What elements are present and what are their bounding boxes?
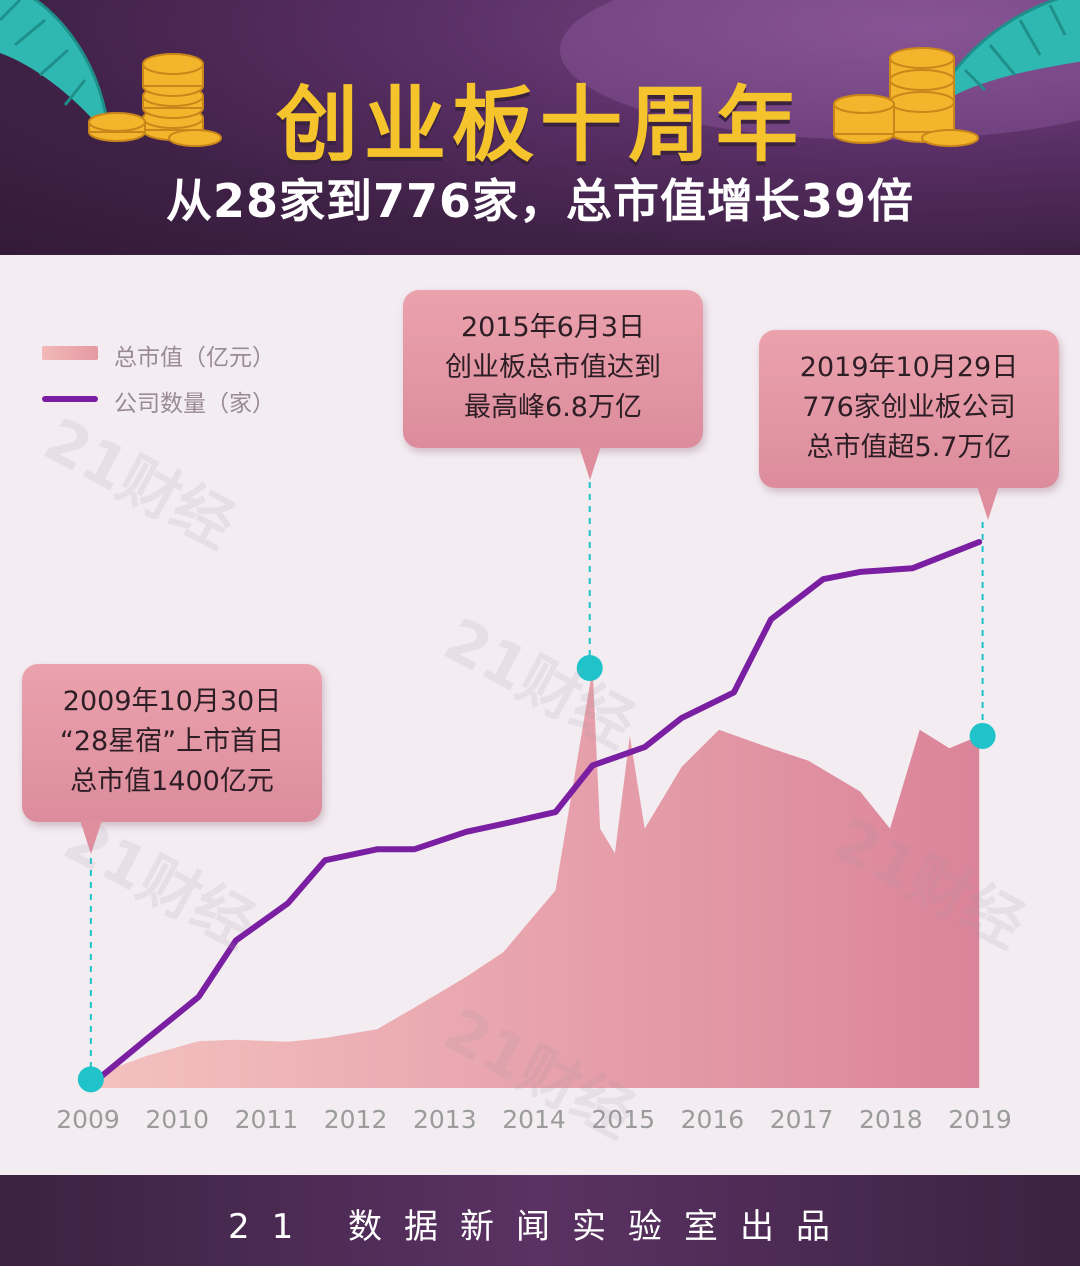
footer-bar: 21 数据新闻实验室出品 xyxy=(0,1175,1080,1266)
market-cap-area xyxy=(87,668,980,1088)
legend-line-swatch xyxy=(42,396,98,402)
coin-stack-right-icon xyxy=(833,47,979,147)
x-tick-label: 2013 xyxy=(413,1105,477,1134)
callout-pointer xyxy=(579,446,601,480)
callout-line: 2019年10月29日 xyxy=(799,352,1019,383)
header-banner: 创业板十周年 从28家到776家，总市值增长39倍 xyxy=(0,0,1080,255)
x-tick-label: 2012 xyxy=(324,1105,388,1134)
x-tick-label: 2018 xyxy=(859,1105,923,1134)
callout-line: 总市值超5.7万亿 xyxy=(806,432,1012,463)
chart-svg: 2009 2010 2011 2012 2013 2014 2015 2016 2017 2018… xyxy=(56,482,1012,1134)
x-tick-label: 2017 xyxy=(770,1105,834,1134)
callout-2015-peak: 2015年6月3日 创业板总市值达到 最高峰6.8万亿 xyxy=(403,290,703,480)
x-tick-label: 2010 xyxy=(145,1105,209,1134)
callout-line: 776家创业板公司 xyxy=(802,392,1016,423)
highlight-marker xyxy=(576,655,603,681)
callout-line: 创业板总市值达到 xyxy=(445,352,661,383)
legend-label-market-cap: 总市值（亿元） xyxy=(114,345,275,371)
footer-credit: 21 数据新闻实验室出品 xyxy=(227,1207,853,1247)
page-subtitle: 从28家到776家，总市值增长39倍 xyxy=(165,174,915,228)
callout-line: 2009年10月30日 xyxy=(62,686,282,717)
callout-2019-current: 2019年10月29日 776家创业板公司 总市值超5.7万亿 xyxy=(759,330,1059,520)
company-count-line xyxy=(84,539,983,1091)
callout-2009-launch: 2009年10月30日 “28星宿”上市首日 总市值1400亿元 xyxy=(22,664,322,854)
highlight-marker xyxy=(969,722,996,749)
legend-area-swatch xyxy=(42,346,98,360)
x-tick-label: 2014 xyxy=(502,1105,566,1134)
page-title: 创业板十周年 xyxy=(275,78,804,173)
legend-item-company-count: 公司数量（家） xyxy=(42,384,342,430)
x-tick-label: 2015 xyxy=(591,1105,655,1134)
callout-line: “28星宿”上市首日 xyxy=(59,726,285,757)
callout-pointer xyxy=(977,486,999,520)
x-tick-label: 2016 xyxy=(681,1105,745,1134)
x-tick-label: 2009 xyxy=(56,1105,120,1134)
chart-legend: 总市值（亿元） 公司数量（家） xyxy=(42,338,342,430)
callout-line: 总市值1400亿元 xyxy=(70,766,274,797)
highlight-marker xyxy=(77,1066,104,1093)
chart-container: 2009 2010 2011 2012 2013 2014 2015 2016 2017 2018… xyxy=(0,255,1080,1175)
x-tick-label: 2011 xyxy=(235,1105,299,1134)
x-tick-label: 2019 xyxy=(948,1105,1012,1134)
callout-line: 最高峰6.8万亿 xyxy=(464,392,642,423)
coin-stack-left-icon xyxy=(88,53,222,147)
callout-pointer xyxy=(80,820,102,854)
callout-line: 2015年6月3日 xyxy=(460,312,646,343)
palm-leaf-left-icon xyxy=(0,0,112,141)
legend-label-company-count: 公司数量（家） xyxy=(114,391,275,417)
legend-item-market-cap: 总市值（亿元） xyxy=(42,338,342,384)
